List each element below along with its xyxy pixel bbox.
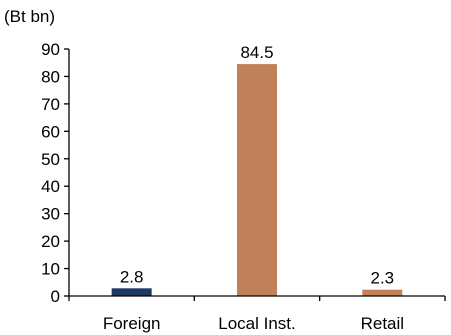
bar-retail	[362, 289, 403, 296]
x-category-label: Local Inst.	[218, 314, 296, 333]
data-label: 84.5	[240, 43, 273, 62]
y-tick-label: 20	[41, 232, 60, 251]
y-tick-label: 70	[41, 95, 60, 114]
x-axis: Foreign Local Inst. Retail	[68, 295, 446, 333]
y-tick-label: 30	[41, 205, 60, 224]
y-tick-label: 0	[51, 287, 60, 306]
y-tick-label: 90	[41, 40, 60, 59]
y-tick-label: 80	[41, 67, 60, 86]
y-tick-label: 10	[41, 260, 60, 279]
bars-group: 2.8 84.5 2.3	[111, 43, 403, 296]
y-axis-ticks: 0 10 20 30 40 50 60 70 80 90	[41, 40, 70, 306]
y-tick-label: 50	[41, 150, 60, 169]
y-tick-label: 40	[41, 177, 60, 196]
bar-foreign	[111, 288, 152, 296]
data-label: 2.8	[120, 267, 144, 286]
x-category-label: Foreign	[103, 314, 161, 333]
x-category-label: Retail	[361, 314, 404, 333]
y-tick-label: 60	[41, 122, 60, 141]
y-axis-unit-label: (Bt bn)	[4, 7, 55, 26]
bar-local-inst	[237, 64, 277, 296]
data-label: 2.3	[371, 269, 395, 288]
